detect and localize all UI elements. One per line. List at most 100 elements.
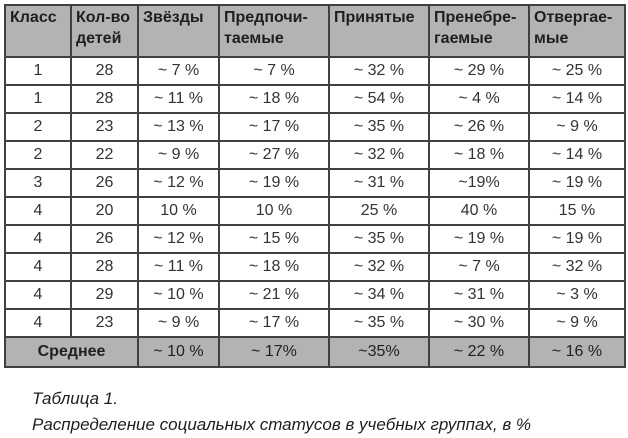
table-cell: ~ 19 % (528, 168, 626, 198)
table-cell: ~ 9 % (528, 308, 626, 338)
table-cell: ~ 32 % (328, 252, 430, 282)
table-cell: ~ 32 % (328, 56, 430, 86)
table-cell: ~ 19 % (528, 224, 626, 254)
table-cell: ~ 4 % (428, 84, 530, 114)
table-cell: 23 (70, 112, 139, 142)
average-cell: ~ 22 % (428, 336, 530, 368)
table-cell: ~ 7 % (428, 252, 530, 282)
table-cell: ~19% (428, 168, 530, 198)
table-cell: ~ 19 % (218, 168, 330, 198)
table-cell: ~ 14 % (528, 140, 626, 170)
table-cell: ~ 3 % (528, 280, 626, 310)
table-cell: ~ 21 % (218, 280, 330, 310)
table-cell: ~ 31 % (428, 280, 530, 310)
caption-title: Распределение социальных статусов в учеб… (32, 415, 532, 434)
table-cell: ~ 7 % (218, 56, 330, 86)
table-cell: ~ 17 % (218, 308, 330, 338)
table-cell: ~ 35 % (328, 112, 430, 142)
caption-number: Таблица 1. (32, 389, 118, 408)
table-cell: 28 (70, 84, 139, 114)
table-cell: ~ 9 % (137, 140, 220, 170)
table-footer: Среднее ~ 10 % ~ 17% ~35% ~ 22 % ~ 16 % (4, 336, 626, 368)
table-cell: ~ 35 % (328, 224, 430, 254)
table-cell: ~ 26 % (428, 112, 530, 142)
average-row: Среднее ~ 10 % ~ 17% ~35% ~ 22 % ~ 16 % (4, 336, 626, 368)
average-label: Среднее (4, 336, 139, 368)
table-cell: ~ 32 % (528, 252, 626, 282)
table-cell: 4 (4, 308, 72, 338)
table-cell: 22 (70, 140, 139, 170)
table-cell: 1 (4, 56, 72, 86)
table-cell: ~ 9 % (137, 308, 220, 338)
table-row: 4 23 ~ 9 % ~ 17 % ~ 35 % ~ 30 % ~ 9 % (4, 308, 626, 338)
table-cell: 28 (70, 56, 139, 86)
table-cell: 29 (70, 280, 139, 310)
table-cell: ~ 18 % (218, 84, 330, 114)
table-row: 1 28 ~ 11 % ~ 18 % ~ 54 % ~ 4 % ~ 14 % (4, 84, 626, 114)
average-cell: ~ 17% (218, 336, 330, 368)
table-body: 1 28 ~ 7 % ~ 7 % ~ 32 % ~ 29 % ~ 25 % 1 28 ~ 11 %… (4, 56, 626, 338)
table-cell: 20 (70, 196, 139, 226)
table-row: 2 22 ~ 9 % ~ 27 % ~ 32 % ~ 18 % ~ 14 % (4, 140, 626, 170)
table-cell: ~ 10 % (137, 280, 220, 310)
table-cell: ~ 30 % (428, 308, 530, 338)
table-header: Класс Кол-во детей Звёзды Предпочи-таемые Пр… (4, 4, 626, 58)
table-cell: ~ 17 % (218, 112, 330, 142)
table-cell: ~ 14 % (528, 84, 626, 114)
table-cell: ~ 15 % (218, 224, 330, 254)
average-cell: ~ 16 % (528, 336, 626, 368)
table-cell: 26 (70, 224, 139, 254)
table-row: 1 28 ~ 7 % ~ 7 % ~ 32 % ~ 29 % ~ 25 % (4, 56, 626, 86)
document-page: Класс Кол-во детей Звёзды Предпочи-таемые Пр… (0, 4, 628, 437)
table-cell: ~ 27 % (218, 140, 330, 170)
table-cell: 4 (4, 196, 72, 226)
table-cell: ~ 32 % (328, 140, 430, 170)
column-header: Кол-во детей (70, 4, 139, 58)
table-cell: 23 (70, 308, 139, 338)
column-header: Класс (4, 4, 72, 58)
table-row: 4 28 ~ 11 % ~ 18 % ~ 32 % ~ 7 % ~ 32 % (4, 252, 626, 282)
header-row: Класс Кол-во детей Звёзды Предпочи-таемые Пр… (4, 4, 626, 58)
table-cell: 15 % (528, 196, 626, 226)
social-status-table: Класс Кол-во детей Звёзды Предпочи-таемые Пр… (4, 4, 626, 368)
table-cell: ~ 31 % (328, 168, 430, 198)
column-header: Звёзды (137, 4, 220, 58)
column-header: Пренебре-гаемые (428, 4, 530, 58)
table-cell: ~ 18 % (428, 140, 530, 170)
table-row: 4 29 ~ 10 % ~ 21 % ~ 34 % ~ 31 % ~ 3 % (4, 280, 626, 310)
table-cell: ~ 34 % (328, 280, 430, 310)
table-row: 3 26 ~ 12 % ~ 19 % ~ 31 % ~19% ~ 19 % (4, 168, 626, 198)
table-cell: ~ 7 % (137, 56, 220, 86)
table-row: 4 20 10 % 10 % 25 % 40 % 15 % (4, 196, 626, 226)
table-cell: 1 (4, 84, 72, 114)
table-cell: 4 (4, 252, 72, 282)
table-cell: 4 (4, 280, 72, 310)
table-cell: ~ 29 % (428, 56, 530, 86)
table-cell: 10 % (137, 196, 220, 226)
table-cell: ~ 12 % (137, 224, 220, 254)
table-cell: 25 % (328, 196, 430, 226)
average-cell: ~35% (328, 336, 430, 368)
table-cell: ~ 19 % (428, 224, 530, 254)
table-cell: ~ 13 % (137, 112, 220, 142)
column-header: Принятые (328, 4, 430, 58)
column-header: Отвергае-мые (528, 4, 626, 58)
table-cell: 4 (4, 224, 72, 254)
table-caption: Таблица 1. Распределение социальных стат… (32, 386, 628, 438)
table-cell: 2 (4, 140, 72, 170)
column-header: Предпочи-таемые (218, 4, 330, 58)
table-cell: ~ 9 % (528, 112, 626, 142)
table-cell: ~ 12 % (137, 168, 220, 198)
table-cell: 40 % (428, 196, 530, 226)
table-cell: 10 % (218, 196, 330, 226)
table-row: 4 26 ~ 12 % ~ 15 % ~ 35 % ~ 19 % ~ 19 % (4, 224, 626, 254)
table-cell: ~ 18 % (218, 252, 330, 282)
table-cell: 3 (4, 168, 72, 198)
table-cell: ~ 35 % (328, 308, 430, 338)
table-cell: ~ 25 % (528, 56, 626, 86)
average-cell: ~ 10 % (137, 336, 220, 368)
table-cell: 26 (70, 168, 139, 198)
table-cell: ~ 54 % (328, 84, 430, 114)
table-row: 2 23 ~ 13 % ~ 17 % ~ 35 % ~ 26 % ~ 9 % (4, 112, 626, 142)
table-cell: ~ 11 % (137, 252, 220, 282)
